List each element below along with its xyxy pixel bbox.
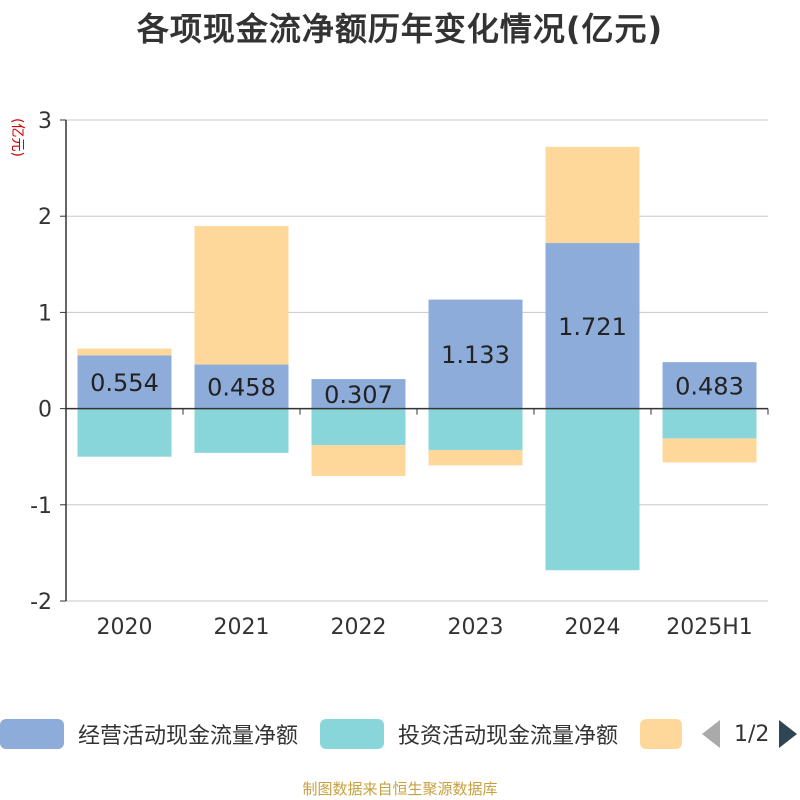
- legend-item-financing[interactable]: [640, 716, 682, 752]
- bar-series2-2020: [77, 348, 172, 356]
- data-label: 0.458: [207, 374, 276, 402]
- bar-series0-2023: [428, 299, 523, 409]
- legend-pager: 1/2: [700, 716, 800, 752]
- x-tick-label: 2022: [331, 615, 387, 640]
- data-label: 0.554: [90, 369, 159, 397]
- legend-next-page-icon[interactable]: [779, 720, 798, 748]
- bar-series0-2025H1: [662, 362, 757, 409]
- bar-series2-2023: [428, 449, 523, 466]
- x-tick-label: 2021: [214, 615, 270, 640]
- y-tick-label: -2: [30, 590, 52, 615]
- legend-item-investing[interactable]: 投资活动现金流量净额: [320, 716, 618, 752]
- bar-series2-2022: [311, 445, 406, 476]
- data-source-note: 制图数据来自恒生聚源数据库: [302, 780, 498, 798]
- data-label: 0.483: [675, 372, 744, 400]
- bar-series1-2021: [194, 408, 289, 453]
- y-tick-label: 1: [38, 301, 52, 326]
- chart-title: 各项现金流净额历年变化情况(亿元): [136, 10, 664, 48]
- bar-series2-2024: [545, 146, 640, 244]
- legend-label-investing: 投资活动现金流量净额: [398, 724, 619, 749]
- bar-series1-2022: [311, 408, 406, 446]
- legend-swatch-operating: [0, 719, 64, 749]
- bar-series0-2024: [545, 243, 640, 409]
- bar-series0-2022: [311, 379, 406, 409]
- data-label: 1.133: [441, 341, 510, 369]
- legend-page-indicator: 1/2: [734, 721, 770, 747]
- bar-series1-2024: [545, 408, 640, 571]
- data-label: 0.307: [324, 381, 393, 409]
- y-tick-label: -1: [30, 494, 52, 519]
- legend-item-operating[interactable]: 经营活动现金流量净额: [0, 716, 298, 752]
- legend-swatch-financing: [640, 719, 682, 749]
- bar-series2-2025H1: [662, 438, 757, 463]
- bar-series2-2021: [194, 226, 289, 365]
- x-tick-label: 2025H1: [666, 615, 753, 640]
- data-label: 1.721: [558, 313, 627, 341]
- x-tick-label: 2020: [97, 615, 153, 640]
- bar-series1-2023: [428, 408, 523, 450]
- y-tick-label: 2: [38, 205, 52, 230]
- legend-swatch-investing: [320, 719, 384, 749]
- x-tick-label: 2023: [448, 615, 504, 640]
- legend-label-operating: 经营活动现金流量净额: [78, 724, 299, 749]
- y-tick-label: 3: [38, 109, 52, 134]
- bar-series0-2020: [77, 355, 172, 409]
- legend-prev-page-icon[interactable]: [702, 720, 720, 748]
- y-tick-label: 0: [38, 398, 52, 423]
- bar-series0-2021: [194, 364, 289, 409]
- bar-series1-2025H1: [662, 408, 757, 439]
- bar-chart: 3 2 1 0 -1 -2 0.554 0.458 0.307 1.133 1.721 0.483 20…: [30, 109, 769, 640]
- legend: 经营活动现金流量净额 投资活动现金流量净额: [0, 716, 800, 756]
- bar-series1-2020: [77, 408, 172, 457]
- x-tick-label: 2024: [565, 615, 621, 640]
